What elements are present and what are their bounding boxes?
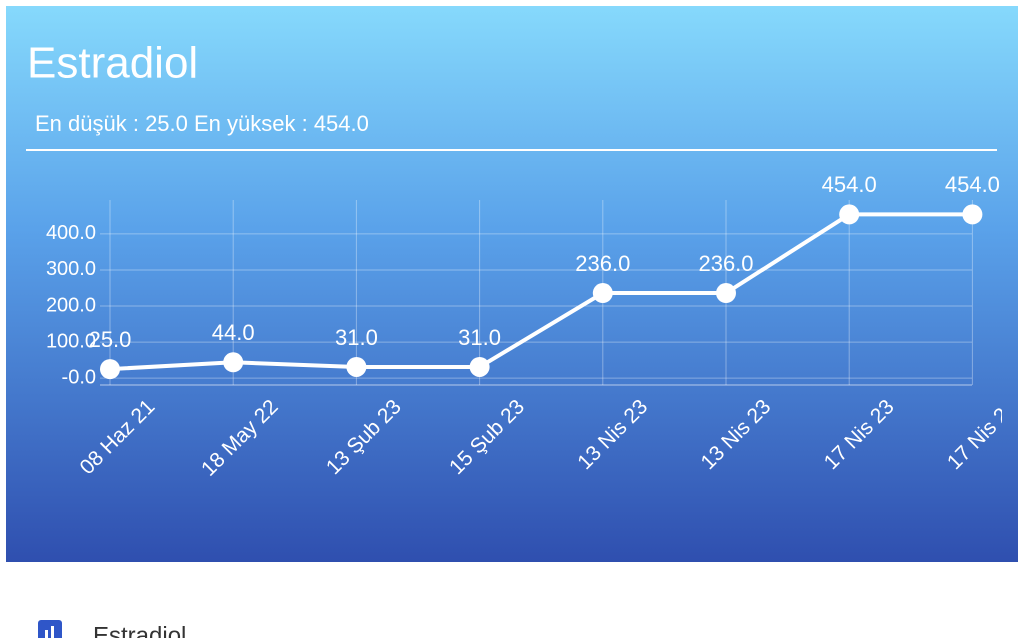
point (223, 352, 244, 373)
value-label: 454.0 (945, 172, 1000, 197)
point (100, 359, 120, 380)
y-tick-label: 400.0 (46, 222, 96, 244)
chart-icon-bar (45, 630, 48, 638)
value-label: 31.0 (458, 325, 501, 350)
point (962, 204, 983, 225)
line (109, 212, 973, 372)
y-tick-label: 300.0 (46, 258, 96, 280)
chart-title: Estradiol (27, 39, 198, 88)
chart-panel (6, 6, 1018, 562)
chart-subtitle: En düşük : 25.0 En yüksek : 454.0 (35, 111, 369, 136)
y-tick-label: 100.0 (46, 330, 96, 352)
value-label: 44.0 (212, 320, 255, 345)
point (839, 204, 860, 225)
value-label: 236.0 (698, 251, 753, 276)
value-label: 454.0 (822, 172, 877, 197)
value-label: 236.0 (575, 251, 630, 276)
point (346, 356, 367, 377)
chart-icon-bar (51, 626, 54, 638)
point (592, 283, 613, 304)
y-tick-label: -0.0 (62, 366, 96, 388)
y-tick-label: 200.0 (46, 294, 96, 316)
point (469, 356, 490, 377)
point (716, 283, 736, 304)
list-item-label[interactable]: Estradiol (93, 622, 186, 638)
value-label: 31.0 (335, 325, 378, 350)
value-label: 25.0 (89, 327, 132, 352)
chart-icon (38, 620, 62, 638)
